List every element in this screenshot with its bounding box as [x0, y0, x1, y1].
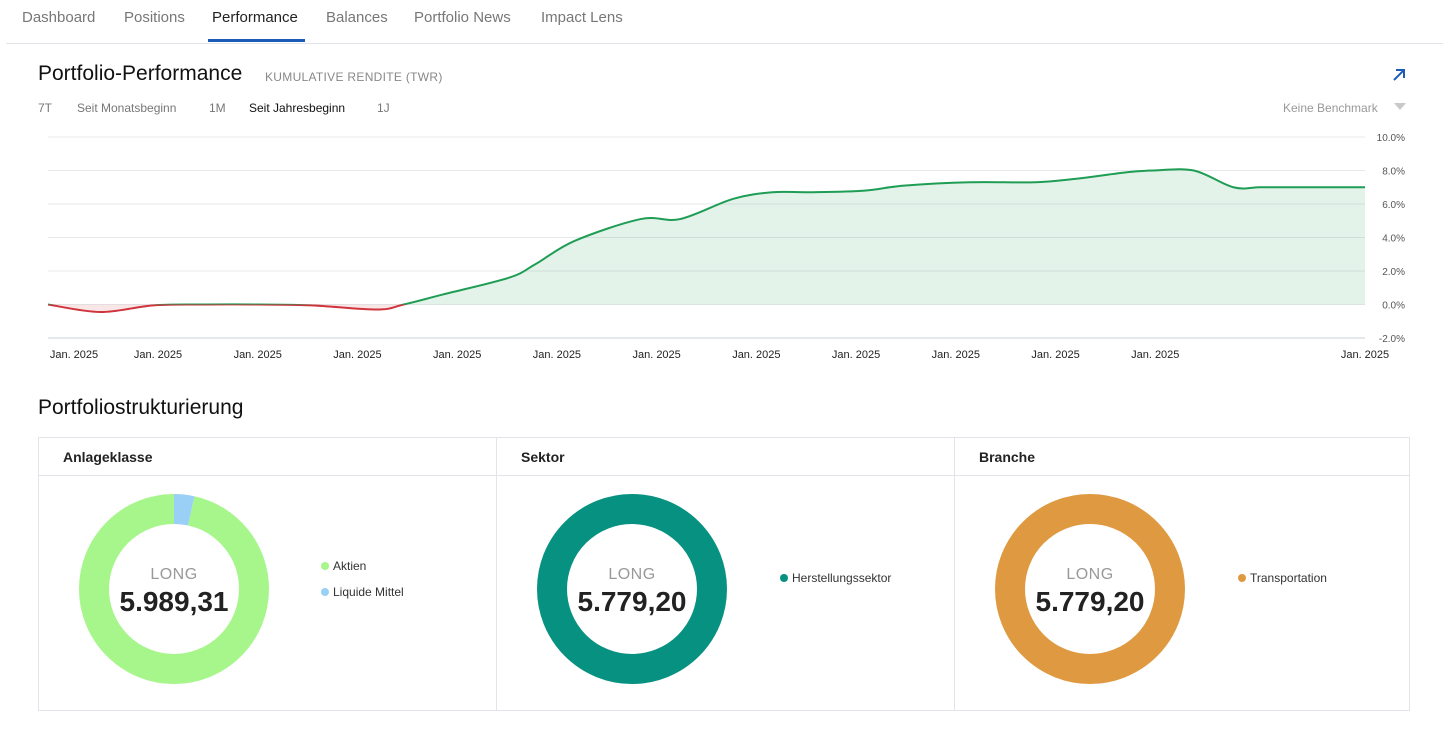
donut-center-label: LONG [1066, 566, 1114, 583]
performance-line-positive [48, 168, 1365, 305]
legend-item[interactable]: Aktien [321, 558, 404, 584]
donut-center-value: 5.989,31 [119, 586, 229, 617]
tab-portfolio-news[interactable]: Portfolio News [414, 9, 511, 26]
performance-chart: 10.0% 8.0% 6.0% 4.0% 2.0% 0.0% -2.0% Jan. 2025… [47, 133, 1405, 361]
legend-dot-icon [321, 562, 329, 570]
donut-center-value: 5.779,20 [1035, 586, 1145, 617]
x-tick-label: Jan. 2025 [732, 349, 780, 361]
legend-label: Herstellungssektor [792, 571, 892, 585]
expand-arrow-icon[interactable] [1390, 66, 1408, 84]
legend-item[interactable]: Herstellungssektor [780, 570, 891, 596]
y-tick-label: 10.0% [1377, 133, 1405, 144]
panel-branche: Branche LONG 5.779,20 Transportation [954, 438, 1409, 710]
donut-legend: Herstellungssektor [780, 570, 891, 596]
x-tick-label: Jan. 2025 [333, 349, 381, 361]
x-tick-label: Jan. 2025 [1341, 349, 1389, 361]
panel-header: Branche [955, 438, 1409, 476]
range-1j[interactable]: 1J [377, 101, 390, 115]
legend-dot-icon [780, 574, 788, 582]
y-tick-label: 0.0% [1382, 301, 1405, 312]
chevron-down-icon[interactable] [1394, 103, 1406, 110]
y-tick-label: 6.0% [1382, 200, 1405, 211]
y-tick-label: 2.0% [1382, 267, 1405, 278]
range-7t[interactable]: 7T [38, 101, 53, 115]
donut-legend: Aktien Liquide Mittel [321, 558, 404, 610]
benchmark-select[interactable]: Keine Benchmark [1283, 101, 1378, 115]
negative-area [48, 304, 1365, 313]
legend-label: Aktien [333, 559, 367, 573]
performance-title: Portfolio-Performance [38, 62, 243, 85]
panel-sektor: Sektor LONG 5.779,20 Herstellungssektor [496, 438, 954, 710]
x-tick-label: Jan. 2025 [832, 349, 880, 361]
performance-line-negative [47, 304, 408, 314]
positive-area [48, 169, 1365, 305]
performance-subtitle: KUMULATIVE RENDITE (TWR) [265, 70, 443, 84]
legend-item[interactable]: Liquide Mittel [321, 584, 404, 610]
y-tick-label: 4.0% [1382, 234, 1405, 245]
range-seit-monatsbeginn[interactable]: Seit Monatsbeginn [77, 101, 177, 115]
x-tick-label: Jan. 2025 [1031, 349, 1079, 361]
donut-center-label: LONG [608, 566, 656, 583]
tab-dashboard[interactable]: Dashboard [22, 9, 96, 26]
panel-anlageklasse: Anlageklasse LONG 5.989,31 Aktien Liquide M… [39, 438, 496, 710]
donut-slice[interactable] [79, 494, 269, 684]
tab-impact-lens[interactable]: Impact Lens [541, 9, 623, 26]
donut-slice[interactable] [537, 494, 727, 684]
structure-panels: Anlageklasse LONG 5.989,31 Aktien Liquide M… [38, 437, 1410, 711]
y-tick-label: 8.0% [1382, 167, 1405, 178]
legend-dot-icon [1238, 574, 1246, 582]
x-tick-label: Jan. 2025 [932, 349, 980, 361]
tab-balances[interactable]: Balances [326, 9, 388, 26]
legend-label: Transportation [1250, 571, 1327, 585]
panel-header: Anlageklasse [39, 438, 496, 476]
donut-chart [995, 494, 1185, 684]
x-tick-label: Jan. 2025 [234, 349, 282, 361]
x-tick-label: Jan. 2025 [50, 349, 98, 361]
tab-performance[interactable]: Performance [212, 9, 298, 26]
donut-chart [79, 494, 269, 684]
legend-item[interactable]: Transportation [1238, 570, 1327, 596]
range-seit-jahresbeginn[interactable]: Seit Jahresbeginn [249, 101, 346, 115]
x-tick-label: Jan. 2025 [134, 349, 182, 361]
range-1m[interactable]: 1M [209, 101, 226, 115]
donut-center-label: LONG [150, 566, 198, 583]
tab-positions[interactable]: Positions [124, 9, 185, 26]
donut-legend: Transportation [1238, 570, 1327, 596]
x-tick-label: Jan. 2025 [533, 349, 581, 361]
legend-dot-icon [321, 588, 329, 596]
x-tick-label: Jan. 2025 [433, 349, 481, 361]
x-tick-label: Jan. 2025 [632, 349, 680, 361]
active-tab-indicator [208, 39, 305, 42]
legend-label: Liquide Mittel [333, 585, 404, 599]
structure-title: Portfoliostrukturierung [38, 396, 244, 419]
top-tab-bar: Dashboard Positions Performance Balances… [6, 0, 1443, 44]
panel-header: Sektor [497, 438, 954, 476]
donut-slice[interactable] [995, 494, 1185, 684]
donut-center-value: 5.779,20 [577, 586, 687, 617]
y-tick-label: -2.0% [1379, 334, 1405, 345]
x-tick-label: Jan. 2025 [1131, 349, 1179, 361]
donut-chart [537, 494, 727, 684]
